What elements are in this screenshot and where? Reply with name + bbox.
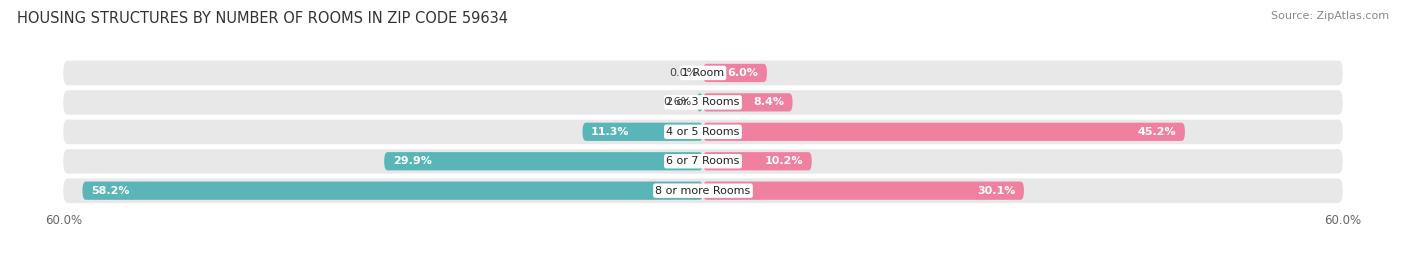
FancyBboxPatch shape xyxy=(703,93,793,111)
Text: 0.0%: 0.0% xyxy=(669,68,697,78)
FancyBboxPatch shape xyxy=(703,64,768,82)
Text: 30.1%: 30.1% xyxy=(977,186,1015,196)
Text: 45.2%: 45.2% xyxy=(1137,127,1177,137)
Text: 2 or 3 Rooms: 2 or 3 Rooms xyxy=(666,97,740,107)
FancyBboxPatch shape xyxy=(703,182,1024,200)
FancyBboxPatch shape xyxy=(696,93,703,111)
FancyBboxPatch shape xyxy=(83,182,703,200)
FancyBboxPatch shape xyxy=(703,152,811,170)
FancyBboxPatch shape xyxy=(63,61,1343,85)
Text: 6 or 7 Rooms: 6 or 7 Rooms xyxy=(666,156,740,166)
FancyBboxPatch shape xyxy=(703,123,1185,141)
Text: 1 Room: 1 Room xyxy=(682,68,724,78)
Text: 8.4%: 8.4% xyxy=(754,97,785,107)
FancyBboxPatch shape xyxy=(582,123,703,141)
Text: 29.9%: 29.9% xyxy=(392,156,432,166)
Text: 6.0%: 6.0% xyxy=(727,68,758,78)
Text: 58.2%: 58.2% xyxy=(91,186,129,196)
FancyBboxPatch shape xyxy=(63,119,1343,144)
Text: 0.6%: 0.6% xyxy=(664,97,692,107)
FancyBboxPatch shape xyxy=(63,149,1343,174)
FancyBboxPatch shape xyxy=(63,90,1343,115)
FancyBboxPatch shape xyxy=(63,178,1343,203)
Text: Source: ZipAtlas.com: Source: ZipAtlas.com xyxy=(1271,11,1389,21)
Text: HOUSING STRUCTURES BY NUMBER OF ROOMS IN ZIP CODE 59634: HOUSING STRUCTURES BY NUMBER OF ROOMS IN… xyxy=(17,11,508,26)
FancyBboxPatch shape xyxy=(384,152,703,170)
Text: 4 or 5 Rooms: 4 or 5 Rooms xyxy=(666,127,740,137)
Text: 10.2%: 10.2% xyxy=(765,156,803,166)
Text: 11.3%: 11.3% xyxy=(591,127,630,137)
Text: 8 or more Rooms: 8 or more Rooms xyxy=(655,186,751,196)
